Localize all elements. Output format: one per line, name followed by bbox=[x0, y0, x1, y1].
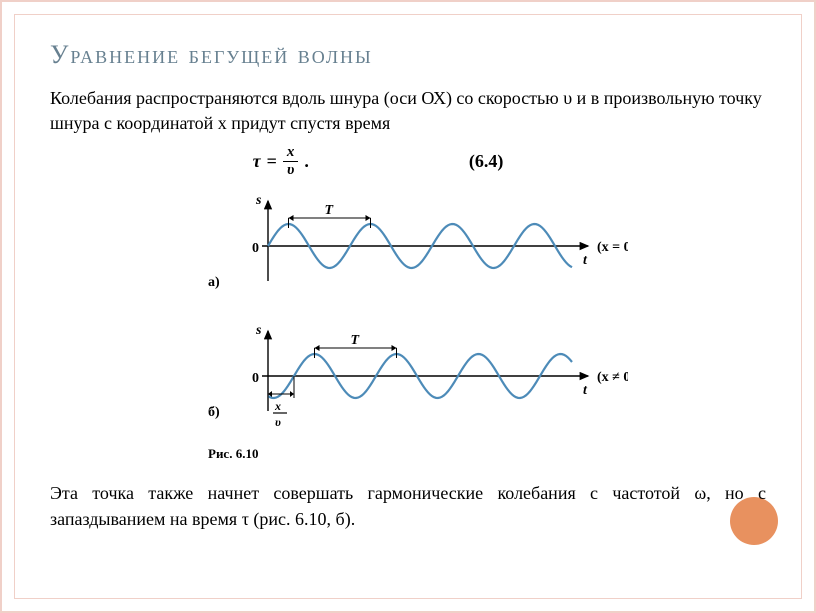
svg-text:t: t bbox=[583, 253, 588, 268]
formula-row: τ = x υ . (6.4) bbox=[50, 144, 766, 178]
formula-num: x bbox=[283, 144, 299, 162]
svg-text:s: s bbox=[255, 323, 262, 338]
svg-text:а): а) bbox=[208, 275, 220, 290]
svg-text:0: 0 bbox=[252, 371, 259, 386]
svg-text:T: T bbox=[325, 203, 335, 218]
svg-text:(x = 0): (x = 0) bbox=[597, 240, 628, 255]
svg-text:t: t bbox=[583, 383, 588, 398]
svg-text:Рис. 6.10: Рис. 6.10 bbox=[208, 446, 258, 461]
formula-lhs: τ bbox=[253, 151, 261, 172]
formula-tau: τ = x υ . bbox=[253, 144, 309, 178]
slide-title: Уравнение бегущей волны bbox=[50, 40, 766, 70]
paragraph-2: Эта точка также начнет совершать гармони… bbox=[50, 481, 766, 531]
svg-text:T: T bbox=[351, 333, 361, 348]
paragraph-1: Колебания распространяются вдоль шнура (… bbox=[50, 86, 766, 136]
figure-6-10: s 0 t (x = 0) а) Ts 0 t (x ≠ 0) б) Txυ Рис. 6.10 bbox=[50, 186, 766, 471]
svg-text:υ: υ bbox=[275, 415, 281, 429]
svg-text:0: 0 bbox=[252, 241, 259, 256]
wave-diagram-svg: s 0 t (x = 0) а) Ts 0 t (x ≠ 0) б) Txυ Рис. 6.10 bbox=[188, 186, 628, 466]
content-area: Уравнение бегущей волны Колебания распро… bbox=[10, 10, 806, 603]
svg-text:x: x bbox=[274, 399, 281, 413]
svg-text:б): б) bbox=[208, 405, 220, 420]
equation-number: (6.4) bbox=[469, 151, 504, 172]
formula-fraction: x υ bbox=[283, 144, 299, 178]
formula-dot: . bbox=[304, 151, 309, 172]
svg-text:s: s bbox=[255, 193, 262, 208]
slide-frame: Уравнение бегущей волны Колебания распро… bbox=[0, 0, 816, 613]
formula-eq: = bbox=[267, 151, 277, 172]
formula-den: υ bbox=[283, 162, 298, 179]
svg-text:(x ≠ 0): (x ≠ 0) bbox=[597, 370, 628, 385]
